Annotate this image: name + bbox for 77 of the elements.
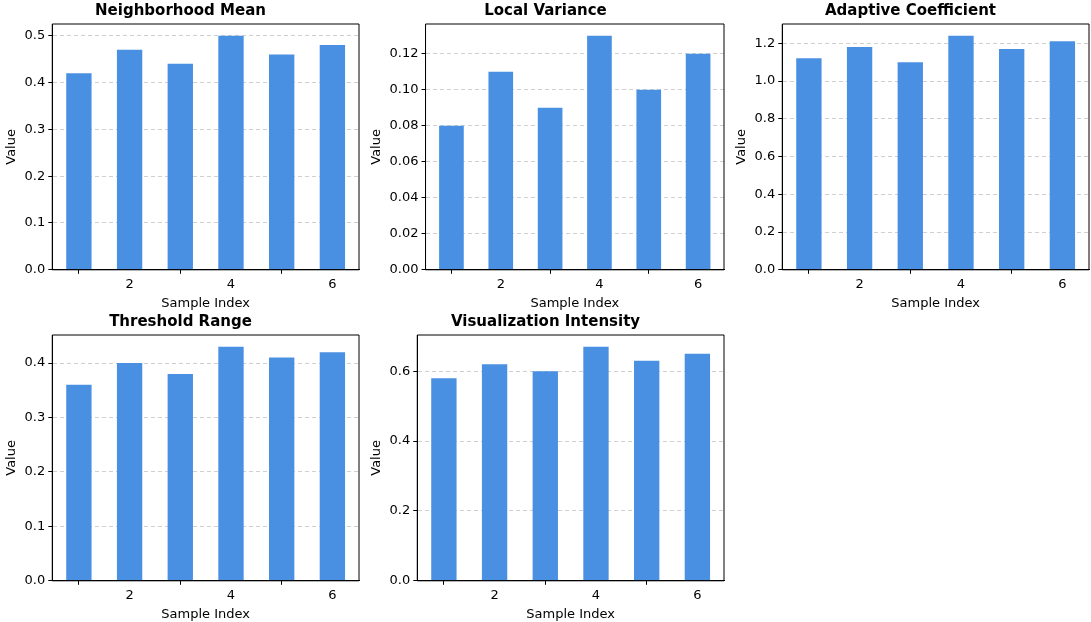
- y-tick-label: 0.3: [24, 120, 46, 136]
- y-tick-label: 0.4: [389, 432, 411, 448]
- x-axis-title: Sample Index: [530, 294, 620, 310]
- y-tick-label: 0.1: [24, 214, 46, 230]
- y-tick-label: 0.0: [754, 261, 776, 277]
- x-tick-label: 4: [226, 586, 236, 602]
- bar: [116, 363, 143, 581]
- bar: [167, 63, 193, 270]
- x-tick-label: 2: [855, 275, 864, 291]
- x-tick-label: 6: [693, 275, 703, 291]
- y-tick-label: 0.6: [754, 147, 776, 163]
- bar: [587, 35, 612, 270]
- y-tick-label: 0.2: [754, 223, 776, 239]
- y-tick-label: 0.02: [389, 225, 419, 241]
- y-tick-label: 0.2: [24, 167, 46, 183]
- bar: [636, 89, 662, 270]
- y-tick-label: 0.3: [24, 408, 46, 424]
- x-tick-label: 2: [125, 586, 134, 602]
- bar: [685, 53, 711, 270]
- x-tick-label: 6: [1058, 275, 1067, 291]
- y-tick-label: 0.00: [389, 261, 419, 277]
- x-axis-title: Sample Index: [161, 294, 251, 310]
- y-tick-label: 0.12: [389, 45, 419, 61]
- x-tick-label: 4: [956, 275, 966, 291]
- x-tick-label: 6: [328, 275, 337, 291]
- y-axis-title: Value: [3, 129, 19, 165]
- bar: [66, 73, 92, 270]
- bar: [319, 45, 346, 270]
- bar: [269, 357, 295, 581]
- bar: [319, 352, 346, 581]
- bar: [167, 373, 193, 581]
- x-axis-title: Sample Index: [161, 605, 251, 621]
- x-tick-label: 2: [125, 275, 134, 291]
- x-axis-title: Sample Index: [526, 605, 616, 621]
- x-tick-label: 2: [496, 275, 505, 291]
- y-tick-label: 0.4: [24, 73, 46, 89]
- chart-title: Neighborhood Mean: [95, 0, 266, 19]
- y-tick-label: 0.08: [389, 117, 419, 133]
- x-tick-label: 4: [226, 275, 236, 291]
- y-tick-label: 0.0: [24, 261, 46, 277]
- bar: [488, 71, 514, 270]
- y-tick-label: 0.1: [24, 517, 46, 533]
- chart-title: Local Variance: [484, 0, 607, 19]
- y-axis-title: Value: [3, 440, 19, 476]
- x-tick-label: 6: [693, 586, 702, 602]
- chart-title: Visualization Intensity: [450, 311, 641, 330]
- x-tick-label: 2: [490, 586, 499, 602]
- bar: [218, 346, 244, 581]
- x-tick-label: 6: [328, 586, 337, 602]
- bar: [218, 35, 244, 270]
- bar: [66, 384, 92, 581]
- bar: [537, 107, 563, 270]
- y-axis-title: Value: [368, 129, 384, 165]
- y-tick-label: 0.2: [389, 502, 411, 518]
- y-tick-label: 0.06: [389, 153, 419, 169]
- y-tick-label: 0.8: [754, 110, 776, 126]
- y-axis-title: Value: [368, 440, 384, 476]
- y-tick-label: 0.04: [389, 189, 419, 205]
- bar: [269, 54, 295, 270]
- y-tick-label: 0.0: [24, 572, 46, 588]
- y-tick-label: 0.6: [389, 362, 411, 378]
- y-tick-label: 0.4: [24, 354, 46, 370]
- y-tick-label: 0.4: [754, 185, 776, 201]
- y-tick-label: 0.5: [24, 27, 46, 43]
- y-tick-label: 0.2: [24, 463, 46, 479]
- x-tick-label: 4: [595, 275, 604, 291]
- bar: [439, 125, 464, 270]
- x-tick-label: 4: [591, 586, 601, 602]
- y-tick-label: 0.0: [389, 572, 411, 588]
- y-tick-label: 1.2: [754, 34, 776, 50]
- y-tick-label: 0.10: [389, 81, 419, 97]
- bar: [116, 49, 143, 270]
- chart-title: Adaptive Coefficient: [825, 0, 996, 19]
- y-tick-label: 1.0: [754, 72, 776, 88]
- chart-title: Threshold Range: [109, 311, 252, 330]
- y-axis-title: Value: [733, 129, 749, 165]
- x-axis-title: Sample Index: [891, 294, 981, 310]
